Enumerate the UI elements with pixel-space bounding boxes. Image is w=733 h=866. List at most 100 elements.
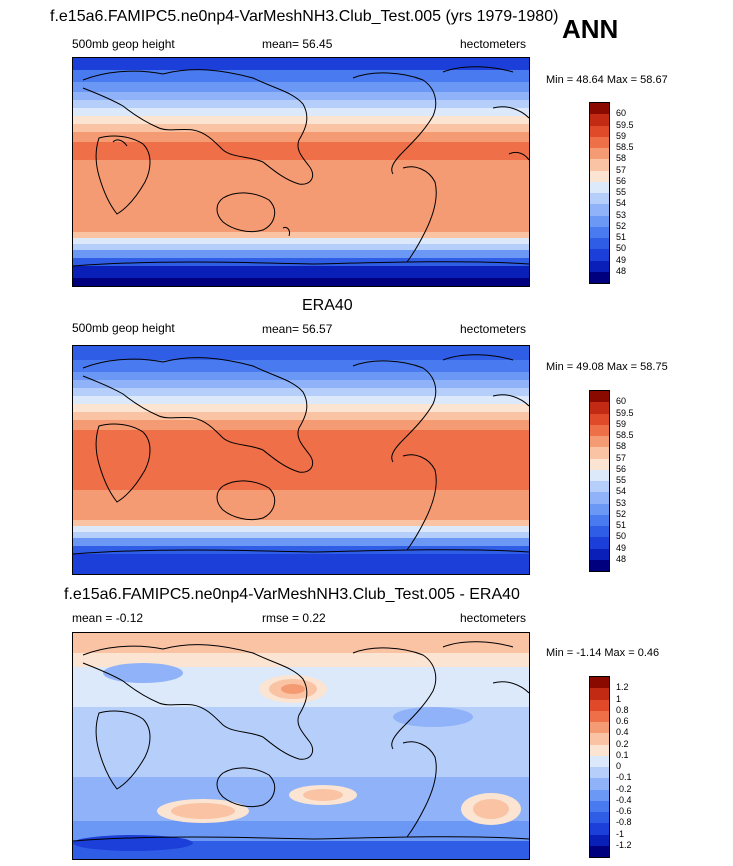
colorbar-swatch <box>590 559 609 571</box>
colorbar-swatch <box>590 271 609 283</box>
colorbar-swatch <box>590 424 609 436</box>
colorbar-swatch <box>590 778 609 790</box>
colorbar-tick-label: 57 <box>616 452 627 463</box>
colorbar-swatch <box>590 260 609 272</box>
colorbar-swatch <box>590 125 609 137</box>
colorbar-swatch <box>590 226 609 238</box>
coastlines <box>73 66 529 267</box>
colorbar-swatch <box>590 537 609 549</box>
panel3-units-label: hectometers <box>460 611 527 625</box>
colorbar-swatch <box>590 413 609 425</box>
colorbar-tick-label: 57 <box>616 164 627 175</box>
colorbar-tick-label: 55 <box>616 475 627 485</box>
colorbar-swatch <box>590 249 609 261</box>
colorbar-swatch <box>590 402 609 414</box>
colorbar-swatch <box>590 834 609 846</box>
colorbar-tick-label: -0.8 <box>616 817 632 828</box>
band <box>73 108 529 118</box>
band <box>73 70 529 84</box>
panel3-rmse-label: rmse = 0.22 <box>262 611 326 625</box>
band <box>73 388 529 398</box>
band <box>73 278 529 286</box>
band <box>73 546 529 554</box>
panel3-minmax: Min = -1.14 Max = 0.46 <box>546 647 660 659</box>
colorbar-tick-label: 0 <box>616 761 622 771</box>
colorbar-tick-label: 50 <box>616 243 627 254</box>
colorbar-tick-label: 49 <box>616 542 627 553</box>
band <box>73 82 529 94</box>
colorbar-tick-label: 53 <box>616 209 627 220</box>
colorbar-swatch <box>590 755 609 767</box>
panel1-title: f.e15a6.FAMIPC5.ne0np4-VarMeshNH3.Club_T… <box>50 8 559 25</box>
season-label: ANN <box>562 14 619 44</box>
band <box>73 633 529 655</box>
band <box>73 244 529 252</box>
colorbar-tick-label: 0.2 <box>616 738 629 749</box>
panel1-units-label: hectometers <box>460 37 527 51</box>
band <box>73 92 529 102</box>
colorbar-swatch <box>590 181 609 193</box>
colorbar-tick-label: 59 <box>616 418 627 429</box>
colorbar-swatch <box>590 215 609 227</box>
panel3-colorbar <box>589 676 610 858</box>
colorbar-tick-label: 52 <box>616 508 627 519</box>
colorbar-swatch <box>590 744 609 756</box>
colorbar-tick-label: 58.5 <box>616 142 634 152</box>
panel1-colorbar <box>589 102 610 284</box>
colorbar-tick-label: 54 <box>616 198 627 209</box>
panel3-mean-label: mean = -0.12 <box>72 611 144 625</box>
colorbar-tick-label: 49 <box>616 254 627 265</box>
panel1-minmax: Min = 48.64 Max = 58.67 <box>546 74 668 86</box>
colorbar-swatch <box>590 514 609 526</box>
colorbar-tick-label: 48 <box>616 553 627 564</box>
colorbar-swatch <box>590 710 609 722</box>
colorbar-swatch <box>590 458 609 470</box>
band <box>73 250 529 258</box>
panel2-mean-label: mean= 56.57 <box>262 322 333 336</box>
anomaly-blob <box>281 684 305 694</box>
colorbar-swatch <box>590 447 609 459</box>
colorbar-swatch <box>590 103 609 115</box>
colorbar-swatch <box>590 845 609 857</box>
colorbar-tick-label: 55 <box>616 187 627 197</box>
colorbar-tick-label: 53 <box>616 497 627 508</box>
colorbar-tick-label: 59 <box>616 130 627 141</box>
colorbar-tick-label: 0.6 <box>616 716 629 726</box>
colorbar-swatch <box>590 469 609 481</box>
colorbar-tick-label: 56 <box>616 463 627 474</box>
colorbar-tick-label: 58 <box>616 441 627 452</box>
band <box>73 360 529 374</box>
colorbar-tick-label: 0.4 <box>616 727 629 738</box>
band <box>73 116 529 126</box>
colorbar-swatch <box>590 733 609 745</box>
colorbar-swatch <box>590 526 609 538</box>
colorbar-tick-label: 58 <box>616 153 627 164</box>
anomaly-blob <box>171 803 235 819</box>
colorbar-tick-label: 51 <box>616 520 627 530</box>
panel2-colorbar <box>589 390 610 572</box>
colorbar-tick-label: 54 <box>616 486 627 497</box>
band <box>73 372 529 382</box>
panel3-map <box>72 632 530 860</box>
anomaly-blob <box>103 663 183 683</box>
band <box>73 396 529 406</box>
colorbar-swatch <box>590 114 609 126</box>
band <box>73 653 529 667</box>
panel1-mean-label: mean= 56.45 <box>262 37 333 51</box>
colorbar-tick-label: 0.1 <box>616 749 629 760</box>
colorbar-tick-label: 59.5 <box>616 119 634 130</box>
colorbar-tick-label: 1.2 <box>616 682 629 693</box>
colorbar-swatch <box>590 159 609 171</box>
panel3-title: f.e15a6.FAMIPC5.ne0np4-VarMeshNH3.Club_T… <box>64 586 520 603</box>
colorbar-swatch <box>590 688 609 700</box>
panel2-variable-label: 500mb geop height <box>72 321 175 335</box>
band <box>73 258 529 266</box>
colorbar-tick-label: 58.5 <box>616 430 634 440</box>
colorbar-tick-label: 60 <box>616 396 627 407</box>
colorbar-swatch <box>590 503 609 515</box>
colorbar-swatch <box>590 722 609 734</box>
band <box>73 532 529 540</box>
colorbar-tick-label: 60 <box>616 108 627 119</box>
colorbar-tick-label: 0.8 <box>616 704 629 715</box>
colorbar-swatch <box>590 170 609 182</box>
